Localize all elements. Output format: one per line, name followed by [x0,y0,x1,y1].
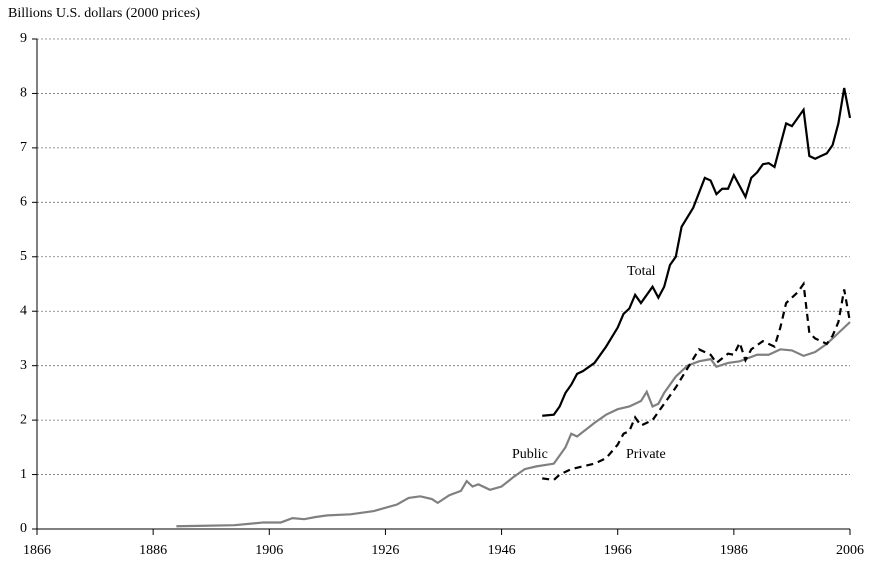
x-tick-label: 1926 [371,543,399,558]
annotation: Private [626,447,666,462]
y-tick-label: 5 [20,249,27,264]
x-tick-label: 2006 [836,543,864,558]
y-tick-label: 7 [20,140,27,155]
x-tick-label: 1886 [139,543,167,558]
y-tick-label: 8 [20,86,27,101]
x-tick-label: 1866 [23,543,51,558]
line-0 [542,87,852,417]
x-tick-label: 1946 [488,543,516,558]
y-tick-label: 9 [20,31,27,46]
annotation: Public [512,447,548,462]
annotation: Total [627,264,656,279]
y-tick-label: 0 [20,521,27,536]
line-1 [176,321,851,528]
line-2 [542,281,852,482]
y-tick-label: 1 [20,467,27,482]
y-tick-label: 4 [20,303,27,318]
y-axis-label: Billions U.S. dollars (2000 prices) [8,6,200,21]
x-tick-label: 1966 [604,543,632,558]
y-tick-label: 2 [20,412,27,427]
y-tick-label: 6 [20,195,27,210]
x-tick-label: 1986 [720,543,748,558]
y-tick-label: 3 [20,358,27,373]
x-tick-label: 1906 [255,543,283,558]
